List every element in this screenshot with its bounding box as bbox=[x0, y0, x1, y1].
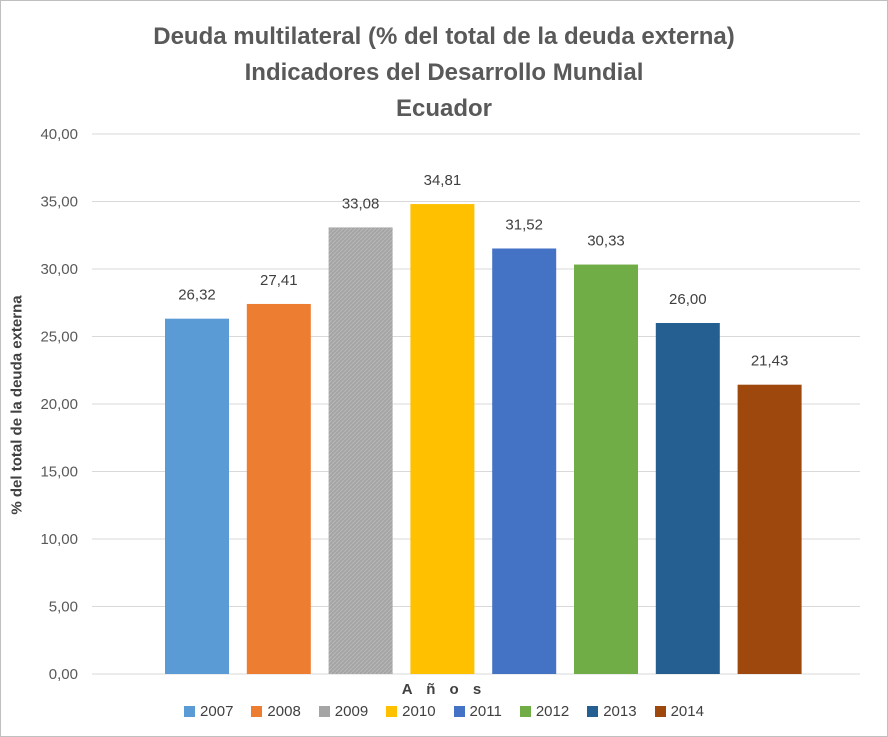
y-tick-label: 15,00 bbox=[40, 464, 78, 481]
chart-title-line-2: Indicadores del Desarrollo Mundial bbox=[244, 59, 644, 86]
legend-label: 2013 bbox=[603, 703, 637, 720]
bar bbox=[246, 303, 311, 674]
data-label: 26,32 bbox=[178, 287, 216, 304]
chart-title-line-3: Ecuador bbox=[395, 95, 493, 122]
x-axis-label: A ñ o s bbox=[401, 681, 487, 698]
y-tick-label: 30,00 bbox=[40, 261, 78, 278]
y-tick-label: 0,00 bbox=[49, 666, 78, 683]
bar bbox=[574, 264, 638, 674]
legend-item-2014: 2014 bbox=[654, 703, 704, 720]
legend-label: 2010 bbox=[402, 703, 436, 720]
legend-item-2013: 2013 bbox=[587, 703, 637, 720]
legend: 2007 2008 2009 2010 2011 2012 2013 2014 bbox=[0, 703, 888, 720]
legend-label: 2008 bbox=[267, 703, 301, 720]
legend-swatch bbox=[654, 706, 666, 717]
legend-item-2008: 2008 bbox=[251, 703, 301, 720]
data-label: 33,08 bbox=[342, 195, 380, 212]
legend-swatch bbox=[318, 706, 330, 717]
legend-label: 2012 bbox=[535, 703, 570, 720]
y-axis-label: % del total de la deuda externa bbox=[8, 295, 26, 515]
legend-swatch bbox=[587, 706, 599, 717]
legend-item-2009: 2009 bbox=[318, 703, 369, 720]
legend-item-2010: 2010 bbox=[386, 703, 436, 720]
bar bbox=[492, 248, 557, 675]
y-tick-label: 10,00 bbox=[40, 531, 78, 548]
legend-label: 2009 bbox=[334, 703, 369, 720]
bar bbox=[410, 204, 475, 674]
bar bbox=[655, 323, 720, 674]
legend-label: 2011 bbox=[469, 703, 502, 720]
y-tick-label: 5,00 bbox=[49, 599, 78, 616]
data-label: 21,43 bbox=[751, 353, 789, 370]
legend-label: 2014 bbox=[670, 703, 704, 720]
data-label: 31,52 bbox=[505, 216, 543, 233]
legend-item-2007: 2007 bbox=[184, 703, 233, 720]
legend-swatch bbox=[184, 706, 196, 717]
chart-title-line-1: Deuda multilateral (% del total de la de… bbox=[153, 23, 735, 50]
data-label: 26,00 bbox=[669, 291, 707, 308]
legend-swatch bbox=[386, 706, 398, 717]
legend-swatch bbox=[519, 706, 531, 717]
legend-item-2012: 2012 bbox=[519, 703, 570, 720]
data-label: 27,41 bbox=[260, 272, 298, 289]
data-label: 34,81 bbox=[424, 172, 462, 189]
data-label: 30,33 bbox=[587, 233, 625, 250]
y-tick-label: 20,00 bbox=[40, 396, 78, 413]
legend-item-2011: 2011 bbox=[453, 703, 502, 720]
y-tick-label: 35,00 bbox=[40, 194, 78, 211]
bar bbox=[737, 384, 802, 674]
legend-label: 2007 bbox=[200, 703, 234, 720]
bar bbox=[165, 318, 229, 674]
legend-swatch bbox=[453, 706, 465, 717]
legend-swatch bbox=[251, 706, 263, 717]
bar bbox=[328, 227, 393, 675]
y-tick-label: 25,00 bbox=[40, 329, 78, 346]
y-tick-label: 40,00 bbox=[40, 126, 78, 143]
